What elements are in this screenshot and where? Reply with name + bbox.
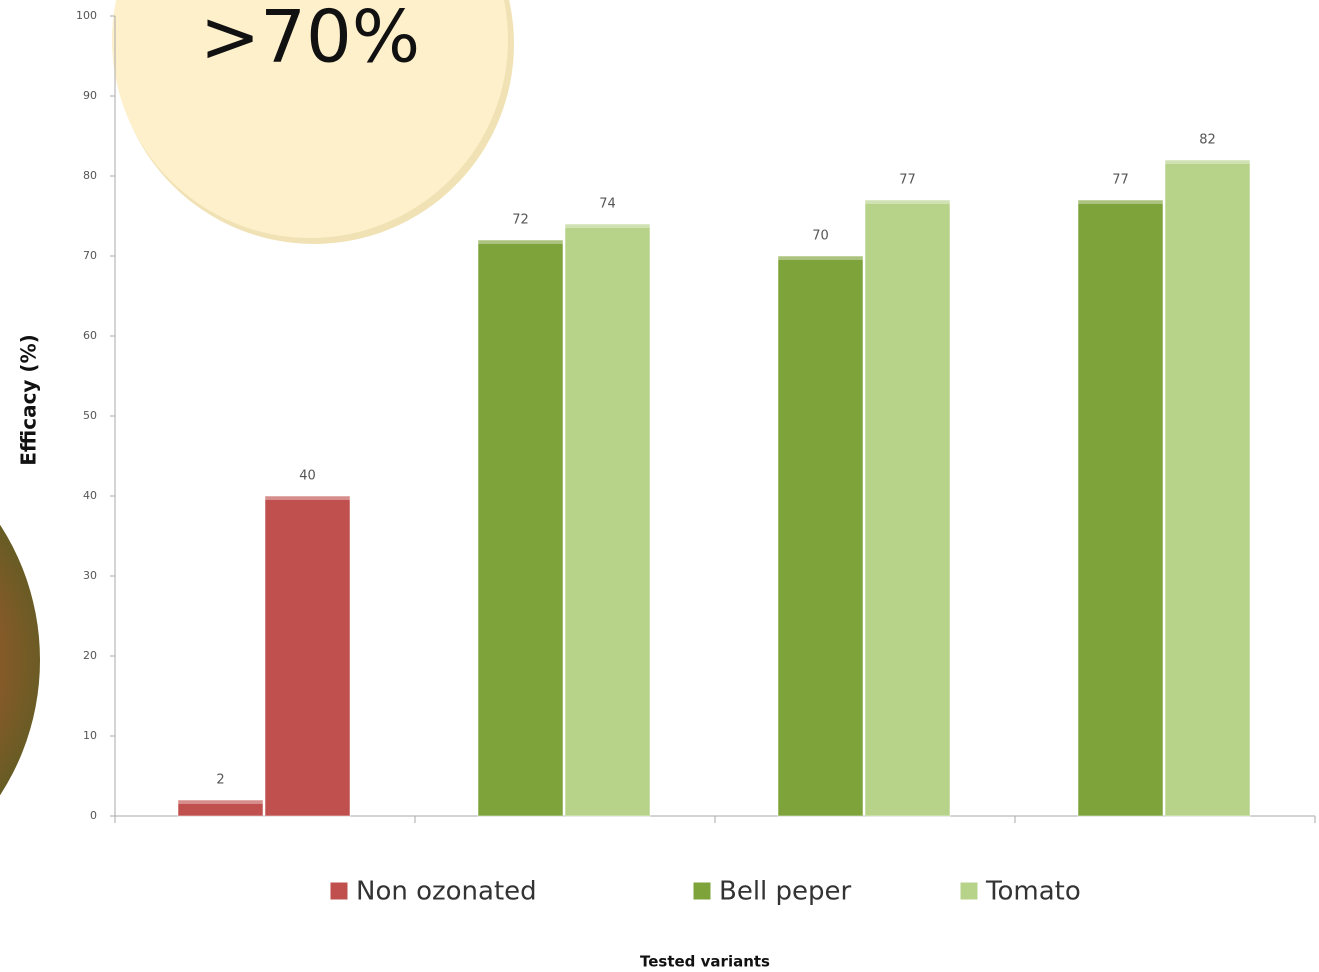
- bar: [477, 239, 564, 817]
- legend-swatch: [692, 881, 712, 901]
- bar: [1164, 159, 1251, 817]
- value-label: 2: [216, 773, 224, 788]
- leaf-image: [0, 524, 40, 796]
- y-tick-label: 70: [83, 249, 97, 262]
- bar-highlight: [478, 240, 563, 244]
- value-label: 74: [599, 197, 616, 212]
- value-label: 40: [299, 469, 316, 484]
- bar: [1077, 199, 1164, 817]
- y-tick-label: 60: [83, 329, 97, 342]
- bar-highlight: [178, 800, 263, 804]
- y-tick-label: 100: [76, 9, 97, 22]
- bar-highlight: [865, 200, 950, 204]
- legend-swatch: [329, 881, 349, 901]
- y-tick-label: 40: [83, 489, 97, 502]
- y-tick-label: 30: [83, 569, 97, 582]
- y-tick-label: 0: [90, 809, 97, 822]
- bar-highlight: [778, 256, 863, 260]
- value-label: 77: [1112, 173, 1129, 188]
- y-tick-label: 50: [83, 409, 97, 422]
- y-axis-label: Efficacy (%): [17, 334, 41, 466]
- bar: [864, 199, 951, 817]
- y-tick-label: 80: [83, 169, 97, 182]
- bar-highlight: [265, 496, 350, 500]
- value-label: 72: [512, 213, 529, 228]
- y-tick-label: 20: [83, 649, 97, 662]
- bar-highlight: [1078, 200, 1163, 204]
- legend-label: Bell peper: [719, 877, 852, 907]
- y-tick-label: 90: [83, 89, 97, 102]
- value-label: 70: [812, 229, 829, 244]
- y-tick-label: 10: [83, 729, 97, 742]
- legend-label: Tomato: [985, 877, 1081, 907]
- legend-swatch: [959, 881, 979, 901]
- bar: [264, 495, 351, 817]
- x-axis-label: Tested variants: [640, 953, 770, 971]
- annotation: >70%: [200, 0, 420, 79]
- bar: [777, 255, 864, 817]
- bar-highlight: [565, 224, 650, 228]
- badge: [112, 0, 508, 238]
- value-label: 77: [899, 173, 916, 188]
- bar-highlight: [1165, 160, 1250, 164]
- legend-label: Non ozonated: [356, 877, 537, 907]
- bar: [564, 223, 651, 817]
- bar: [177, 799, 264, 817]
- value-label: 82: [1199, 133, 1216, 148]
